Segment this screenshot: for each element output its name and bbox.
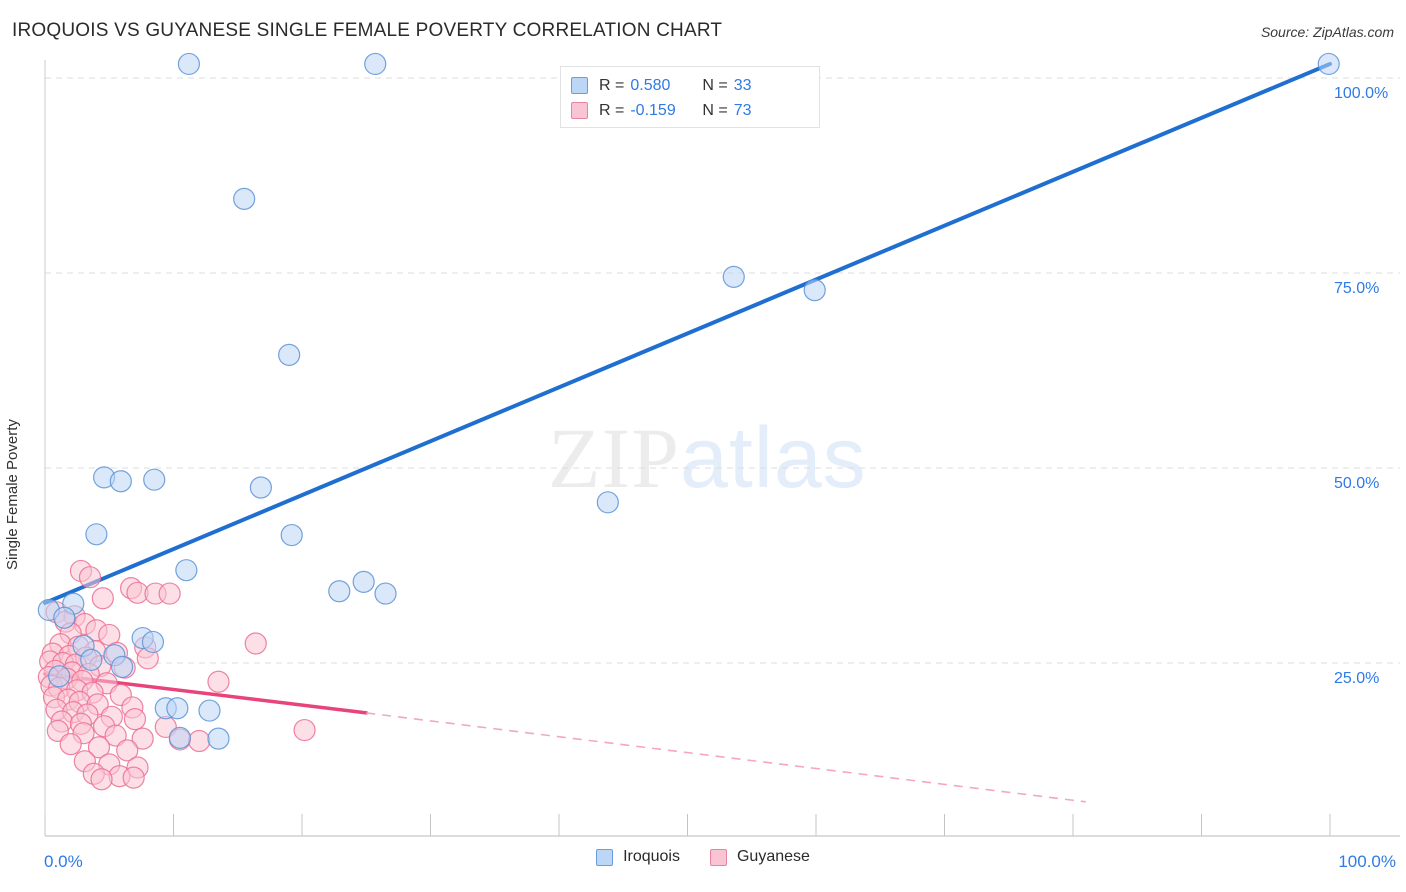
n-label-guyanese: N =: [702, 101, 728, 119]
legend-row-guyanese: R = -0.159 N = 73: [571, 98, 809, 123]
axis-lines: [44, 60, 1400, 837]
r-value-iroquois: 0.580: [630, 76, 671, 94]
legend-swatch-iroquois: [571, 77, 588, 94]
series-legend-item-iroquois[interactable]: Iroquois: [596, 848, 680, 866]
x-axis-ticks: [44, 814, 1331, 836]
y-axis-label-100: 100.0%: [1334, 85, 1389, 102]
n-value-guyanese: 73: [733, 101, 752, 119]
series-legend: Iroquois Guyanese: [0, 848, 1406, 866]
source-label: Source: ZipAtlas.com: [1260, 24, 1394, 40]
n-label-iroquois: N =: [702, 76, 728, 94]
r-label-iroquois: R =: [599, 76, 625, 94]
gridlines: [45, 77, 1400, 664]
series-swatch-guyanese: [709, 848, 727, 866]
x-axis-label-max: 100.0%: [1338, 852, 1396, 871]
y-axis-label-25: 25.0%: [1334, 670, 1380, 687]
n-value-iroquois: 33: [733, 76, 752, 94]
trend-lines: [43, 61, 1332, 803]
legend-swatch-guyanese: [571, 102, 588, 119]
y-axis-label-75: 75.0%: [1334, 280, 1380, 297]
series-label-iroquois: Iroquois: [623, 848, 680, 865]
page-title: IROQUOIS VS GUYANESE SINGLE FEMALE POVER…: [12, 20, 723, 41]
r-label-guyanese: R =: [599, 101, 625, 119]
x-axis-label-min: 0.0%: [44, 852, 83, 871]
correlation-legend: R = 0.580 N = 33 R = -0.159 N = 73: [560, 66, 820, 128]
series-label-guyanese: Guyanese: [736, 848, 810, 865]
iroquois-points: [37, 52, 1340, 750]
series-legend-item-guyanese[interactable]: Guyanese: [709, 848, 810, 866]
series-swatch-iroquois: [596, 848, 614, 866]
legend-row-iroquois: R = 0.580 N = 33: [571, 73, 809, 98]
y-axis-label-50: 50.0%: [1334, 475, 1380, 492]
r-value-guyanese: -0.159: [630, 101, 676, 119]
